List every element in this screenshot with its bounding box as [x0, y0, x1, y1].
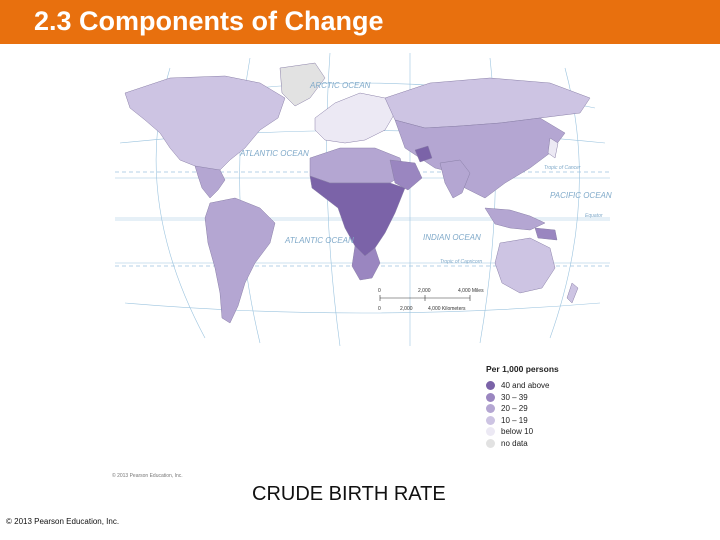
japan [547, 137, 559, 159]
ocean-label-pacific: PACIFIC OCEAN [550, 191, 612, 200]
label-tropic-of-cancer: Tropic of Cancer [544, 165, 581, 171]
legend-item: 40 and above [486, 380, 606, 392]
map-credit: © 2013 Pearson Education, Inc. [112, 473, 183, 479]
new-guinea [534, 227, 558, 241]
scale-miles-0: 0 [378, 288, 381, 294]
legend-title: Per 1,000 persons [486, 364, 559, 374]
ocean-label-arctic: ARCTIC OCEAN [309, 81, 371, 90]
scale-bar: 0 2,000 4,000 Miles 0 2,000 4,000 Kilome… [378, 288, 484, 312]
title-bar: 2.3 Components of Change [0, 0, 720, 44]
legend-item: 30 – 39 [486, 392, 606, 404]
legend-item: 20 – 29 [486, 403, 606, 415]
world-map: ARCTIC OCEAN ATLANTIC OCEAN PACIFIC OCEA… [110, 48, 615, 348]
scale-miles-end: 4,000 Miles [458, 288, 484, 294]
australia [494, 237, 556, 294]
legend-item: 10 – 19 [486, 415, 606, 427]
north-africa [309, 147, 406, 184]
india [439, 159, 471, 199]
europe [314, 92, 396, 144]
legend-swatch [486, 404, 495, 414]
scale-km-0: 0 [378, 306, 381, 312]
legend-swatch [486, 381, 495, 391]
new-zealand [566, 282, 579, 304]
afghanistan [414, 145, 433, 163]
scale-km-mid: 2,000 [400, 306, 413, 312]
russia [384, 77, 591, 129]
legend-label: below 10 [501, 427, 534, 437]
scale-km-end: 4,000 Kilometers [428, 306, 466, 312]
asia [394, 117, 566, 199]
map-caption: CRUDE BIRTH RATE [252, 483, 446, 505]
legend-label: 40 and above [501, 381, 550, 391]
greenland [279, 62, 326, 107]
arabian-peninsula [389, 159, 423, 191]
legend-label: 20 – 29 [501, 404, 528, 414]
legend-swatch [486, 415, 495, 425]
legend-label: 30 – 39 [501, 392, 528, 402]
southern-africa [351, 245, 381, 281]
label-tropic-of-capricorn: Tropic of Capricorn [440, 259, 482, 265]
legend-item: below 10 [486, 426, 606, 438]
slide-title: 2.3 Components of Change [34, 6, 384, 36]
central-america [194, 165, 226, 199]
world-map-svg: ARCTIC OCEAN ATLANTIC OCEAN PACIFIC OCEA… [115, 52, 612, 347]
ocean-label-indian: INDIAN OCEAN [423, 233, 481, 242]
south-america [204, 197, 276, 324]
southeast-asia-islands [484, 207, 546, 231]
map-legend: Per 1,000 persons 40 and above 30 – 39 2… [486, 364, 606, 449]
scale-miles-mid: 2,000 [418, 288, 431, 294]
legend-swatch [486, 438, 495, 448]
north-america [124, 75, 286, 174]
label-equator: Equator [585, 213, 603, 219]
copyright-footer: © 2013 Pearson Education, Inc. [6, 517, 120, 526]
legend-item: no data [486, 438, 606, 450]
legend-swatch [486, 427, 495, 437]
ocean-label-atlantic-north: ATLANTIC OCEAN [239, 149, 309, 158]
legend-label: no data [501, 438, 528, 448]
legend-label: 10 – 19 [501, 415, 528, 425]
ocean-label-atlantic-south: ATLANTIC OCEAN [284, 236, 354, 245]
legend-swatch [486, 392, 495, 402]
